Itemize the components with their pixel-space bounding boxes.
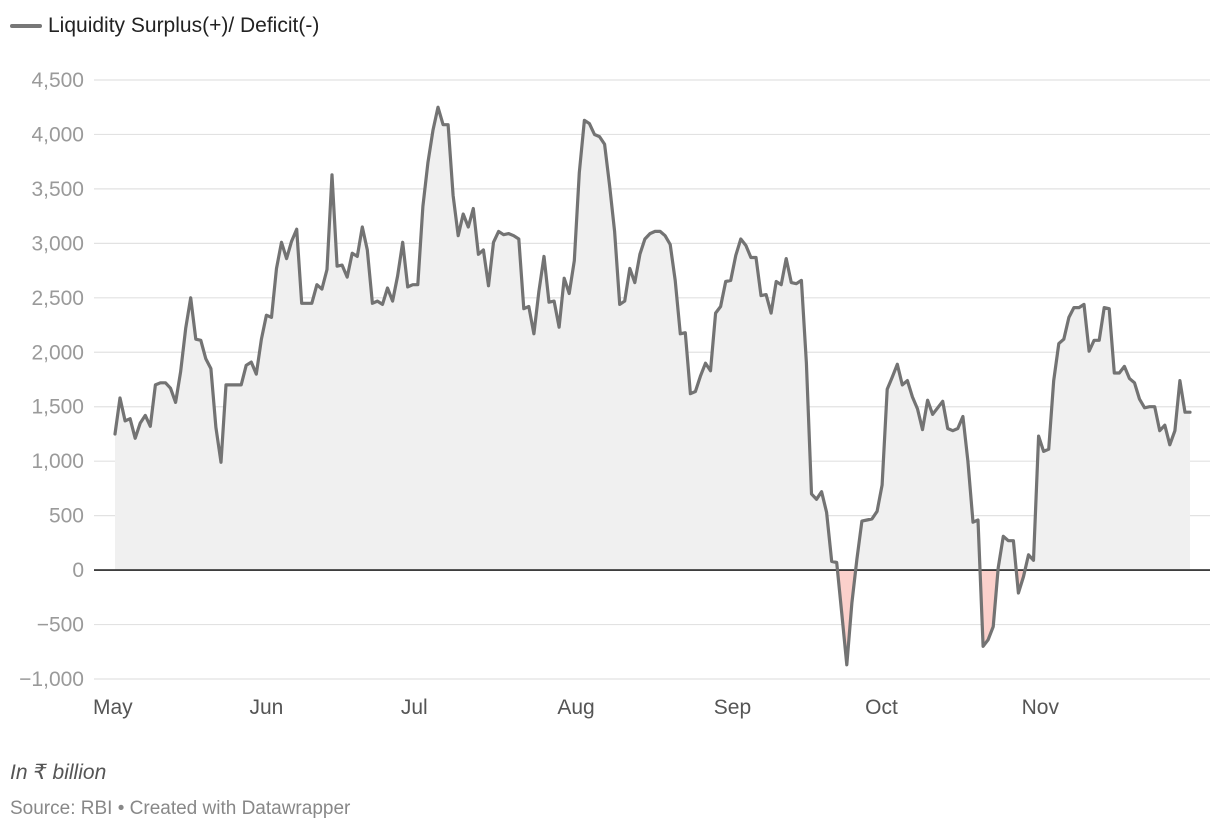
legend-label: Liquidity Surplus(+)/ Deficit(-) bbox=[48, 14, 320, 37]
x-tick-label: Jun bbox=[249, 696, 283, 719]
y-tick-label: 1,500 bbox=[31, 396, 84, 419]
surplus-area bbox=[115, 107, 1190, 571]
unit-note: In ₹ billion bbox=[10, 761, 107, 784]
x-tick-label: Oct bbox=[865, 696, 898, 719]
y-tick-label: 0 bbox=[72, 559, 84, 582]
y-tick-label: 2,000 bbox=[31, 341, 84, 364]
y-tick-label: 4,500 bbox=[31, 69, 84, 92]
x-tick-label: Nov bbox=[1022, 696, 1060, 719]
x-axis-ticks: May Jun Jul Aug Sep Oct Nov bbox=[93, 696, 1059, 719]
area-fills bbox=[115, 107, 1190, 665]
y-tick-label: −1,000 bbox=[19, 668, 84, 691]
y-tick-label: −500 bbox=[37, 614, 84, 637]
x-tick-label: Jul bbox=[401, 696, 428, 719]
y-axis-ticks: −1,000 −500 0 500 1,000 1,500 2,000 2,500 3,000 3… bbox=[19, 69, 84, 691]
y-tick-label: 2,500 bbox=[31, 287, 84, 310]
series-lines bbox=[113, 105, 1192, 667]
y-tick-label: 3,500 bbox=[31, 178, 84, 201]
legend: Liquidity Surplus(+)/ Deficit(-) bbox=[10, 14, 319, 38]
deficit-area bbox=[115, 570, 1190, 665]
y-tick-label: 4,000 bbox=[31, 123, 84, 146]
x-tick-label: Sep bbox=[714, 696, 751, 719]
x-tick-label: Aug bbox=[557, 696, 594, 719]
source-credit: Source: RBI • Created with Datawrapper bbox=[10, 798, 351, 819]
y-tick-label: 3,000 bbox=[31, 232, 84, 255]
x-tick-label: May bbox=[93, 696, 133, 719]
y-tick-label: 500 bbox=[49, 505, 84, 528]
series-line-liquidity bbox=[113, 105, 1192, 667]
y-tick-label: 1,000 bbox=[31, 450, 84, 473]
legend-line-swatch bbox=[10, 24, 42, 28]
